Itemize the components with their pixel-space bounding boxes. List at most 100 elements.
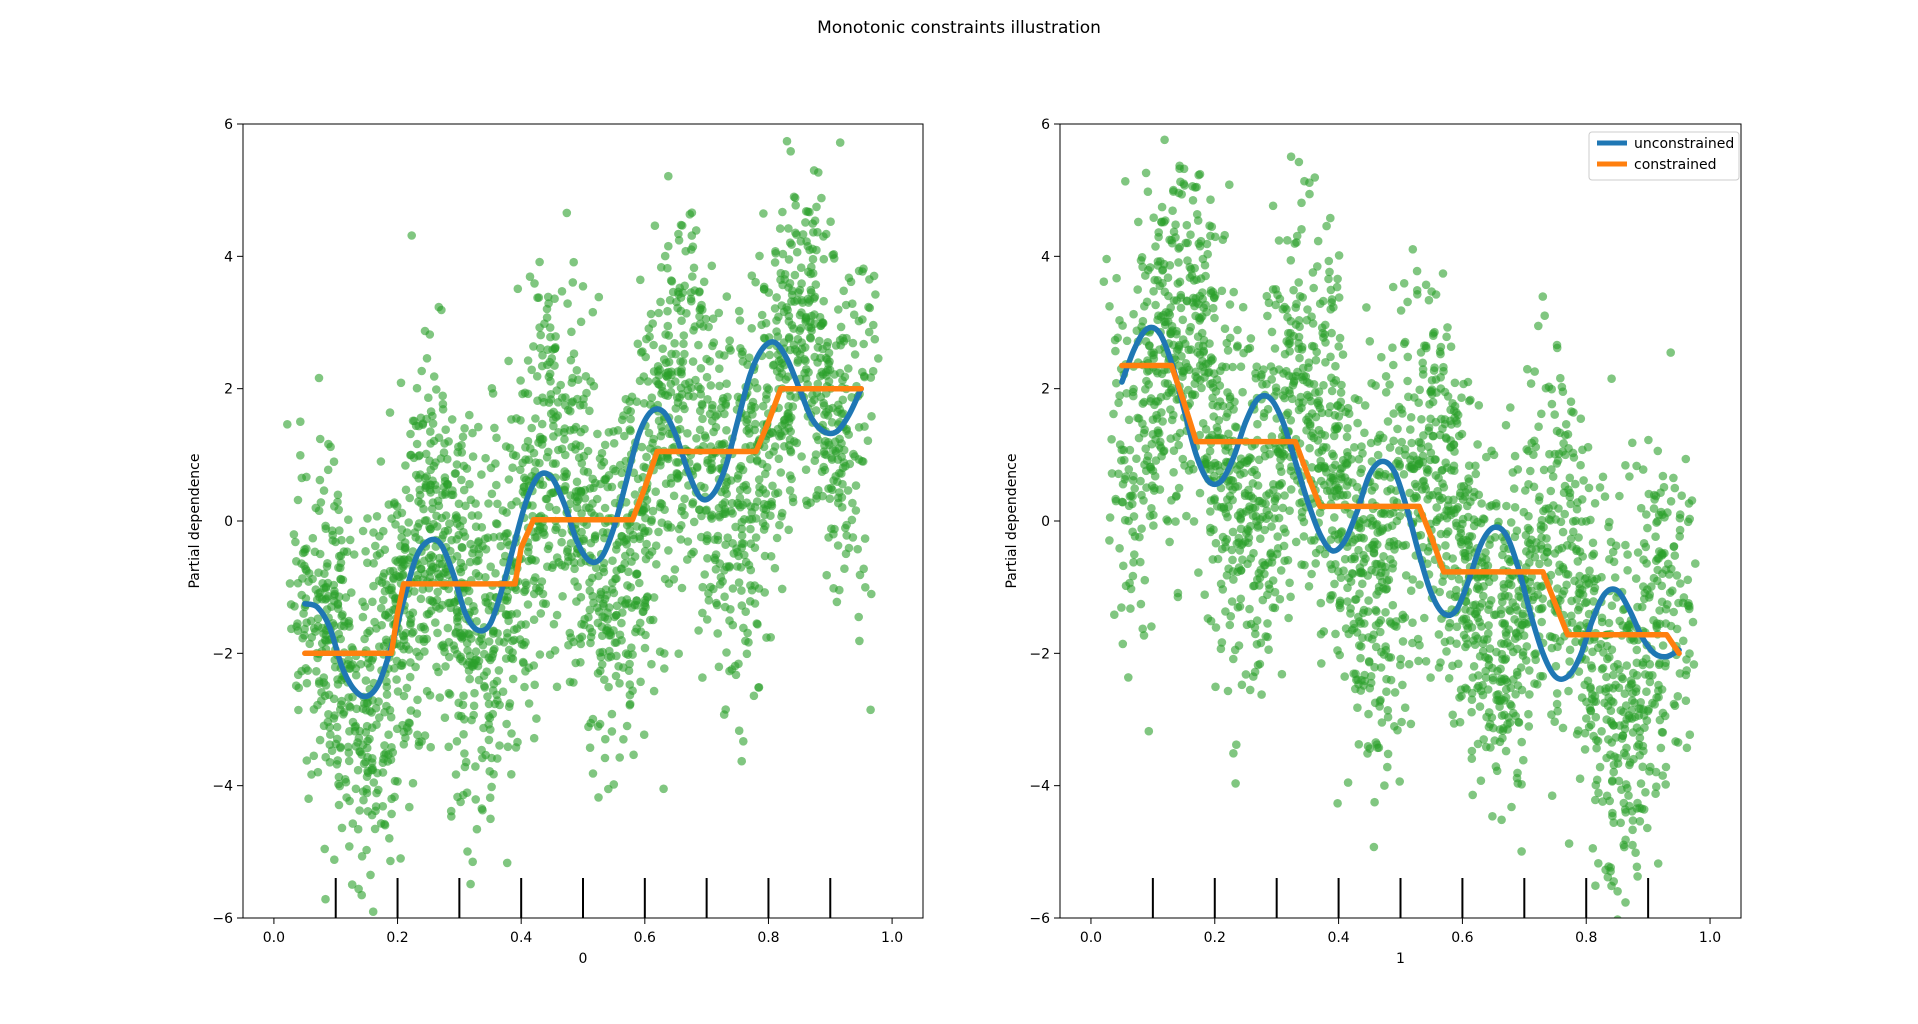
scatter-point [1357, 442, 1366, 451]
scatter-point [752, 456, 762, 466]
scatter-point [432, 485, 441, 494]
scatter-point [480, 534, 490, 543]
scatter-point [1138, 624, 1147, 634]
scatter-point [1401, 540, 1411, 550]
scatter-point [407, 629, 417, 638]
scatter-point [357, 852, 367, 861]
scatter-point [321, 521, 330, 531]
scatter-point [786, 413, 796, 422]
scatter-point [1297, 345, 1307, 354]
scatter-point [1147, 439, 1157, 449]
scatter-point [1412, 493, 1421, 502]
scatter-point [593, 429, 602, 439]
scatter-point [719, 439, 729, 448]
scatter-point [323, 578, 333, 588]
scatter-point [1188, 389, 1197, 399]
scatter-point [1401, 571, 1411, 580]
scatter-point [398, 658, 407, 668]
scatter-point [1316, 598, 1326, 608]
scatter-point [463, 847, 472, 856]
scatter-point [1236, 454, 1246, 464]
scatter-point [570, 564, 579, 574]
scatter-point [1656, 743, 1666, 753]
scatter-point [600, 594, 610, 604]
scatter-point [622, 520, 632, 530]
scatter-point [1603, 654, 1612, 664]
scatter-point [784, 402, 793, 411]
scatter-point [420, 569, 430, 579]
scatter-point [733, 474, 742, 483]
scatter-point [1365, 337, 1375, 346]
scatter-point [1279, 524, 1289, 533]
scatter-point [1233, 603, 1243, 612]
scatter-point [1334, 421, 1343, 431]
scatter-point [678, 502, 687, 512]
scatter-point [825, 494, 835, 504]
scatter-point [577, 632, 587, 642]
scatter-point [1109, 409, 1118, 419]
scatter-point [608, 556, 617, 565]
scatter-point [521, 585, 530, 595]
scatter-point [495, 741, 504, 750]
scatter-point [332, 760, 342, 769]
scatter-point [1389, 436, 1398, 446]
scatter-point [1685, 649, 1694, 658]
scatter-point [838, 463, 848, 473]
scatter-point [1275, 481, 1284, 490]
scatter-point [1174, 440, 1183, 450]
scatter-point [1140, 575, 1150, 585]
scatter-point [1286, 485, 1296, 494]
scatter-point [1383, 712, 1393, 722]
scatter-point [780, 270, 790, 279]
scatter-point [737, 517, 747, 527]
scatter-point [327, 526, 337, 535]
scatter-point [1552, 699, 1562, 709]
scatter-point [594, 292, 604, 302]
scatter-point [1645, 660, 1655, 669]
scatter-point [871, 290, 880, 299]
scatter-point [829, 476, 838, 485]
scatter-point [801, 465, 811, 475]
scatter-point [416, 594, 426, 604]
scatter-point [864, 327, 874, 337]
scatter-point [1267, 432, 1277, 441]
scatter-point [1535, 559, 1544, 569]
scatter-point [1628, 840, 1637, 850]
scatter-point [1110, 335, 1120, 345]
scatter-point [1381, 388, 1391, 397]
scatter-point [462, 464, 472, 473]
scatter-point [1228, 555, 1237, 565]
scatter-point [1233, 325, 1242, 335]
scatter-point [1615, 491, 1624, 501]
scatter-point [714, 308, 724, 318]
scatter-point [1370, 482, 1379, 492]
scatter-point [1646, 762, 1655, 772]
scatter-point [313, 1003, 322, 1012]
scatter-point [300, 624, 309, 634]
scatter-point [1601, 865, 1610, 875]
scatter-point [1609, 760, 1619, 770]
scatter-point [703, 554, 712, 563]
scatter-point [564, 640, 573, 650]
scatter-point [754, 475, 764, 484]
scatter-point [1205, 446, 1215, 456]
scatter-point [595, 648, 605, 657]
scatter-point [1321, 338, 1330, 347]
scatter-point [1677, 491, 1686, 501]
scatter-point [493, 754, 502, 763]
scatter-point [337, 535, 346, 545]
scatter-point [620, 559, 629, 568]
scatter-point [1173, 588, 1183, 598]
scatter-point [452, 519, 462, 528]
scatter-point [1478, 690, 1488, 700]
scatter-point [300, 545, 309, 554]
scatter-point [456, 558, 466, 568]
scatter-point [572, 597, 581, 606]
scatter-point [1307, 409, 1317, 418]
scatter-point [788, 493, 798, 503]
scatter-point [1252, 362, 1261, 372]
scatter-point [1434, 473, 1443, 483]
scatter-point [698, 673, 707, 682]
scatter-point [1376, 627, 1385, 637]
